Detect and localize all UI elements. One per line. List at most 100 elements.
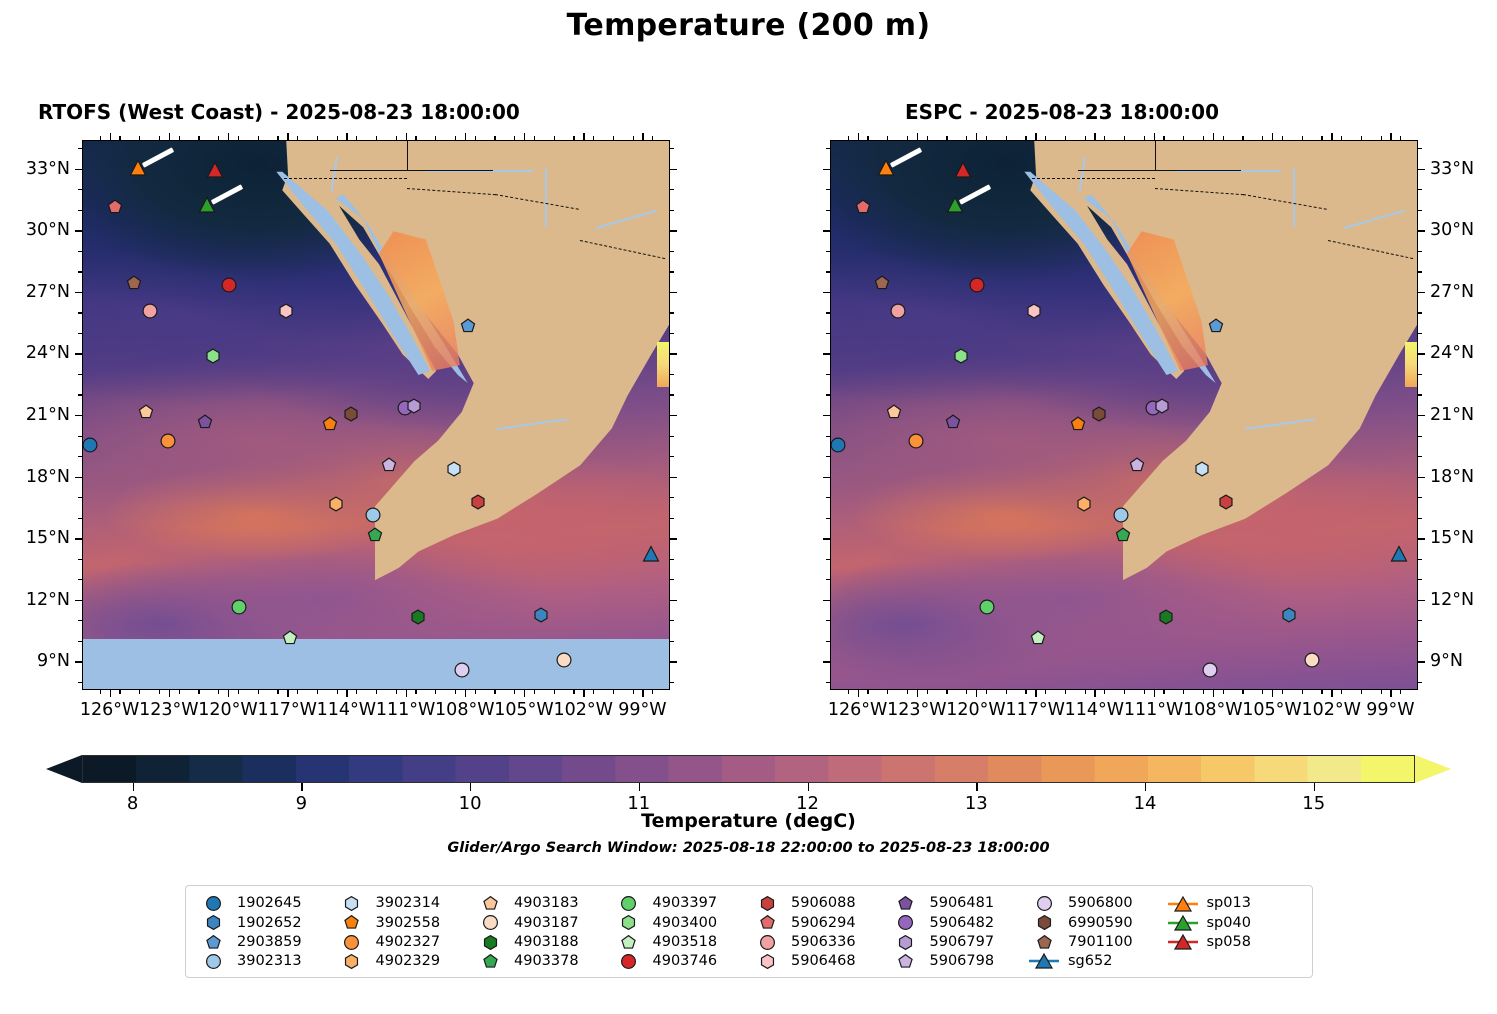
map-panel-rtofs[interactable] [82,140,670,690]
map-marker-1902652[interactable] [1281,607,1296,623]
map-marker-5906468[interactable] [1027,303,1042,319]
map-marker-5906798[interactable] [1129,457,1145,473]
map-marker-7901100[interactable] [127,274,142,290]
map-marker-4902329[interactable] [1076,496,1091,512]
map-marker-1902645[interactable] [831,437,846,453]
map-marker-5906800[interactable] [454,662,470,678]
legend-item-1902652[interactable]: 1902652 [196,913,333,932]
legend-item-4903518[interactable]: 4903518 [612,933,749,952]
map-marker-sp013[interactable] [129,158,147,176]
xtick-minor-right [946,690,948,694]
legend-item-sg652[interactable]: sg652 [1027,952,1164,971]
map-marker-4902327[interactable] [908,433,924,449]
legend-item-5906468[interactable]: 5906468 [750,952,887,971]
map-marker-3902558[interactable] [1070,416,1085,432]
map-marker-4903518[interactable] [1030,629,1046,645]
legend-item-5906088[interactable]: 5906088 [750,894,887,913]
map-marker-4903378[interactable] [367,527,383,543]
map-marker-4903746[interactable] [969,277,985,293]
map-marker-3902314[interactable] [446,461,461,477]
map-marker-1902645[interactable] [83,437,98,453]
map-marker-5906797[interactable] [407,398,422,414]
legend-item-5906797[interactable]: 5906797 [889,933,1026,952]
legend-item-5906294[interactable]: 5906294 [750,913,887,932]
map-marker-5906336[interactable] [890,303,906,319]
map-marker-4902329[interactable] [328,496,343,512]
legend-item-7901100[interactable]: 7901100 [1027,933,1164,952]
map-marker-4903188[interactable] [1159,609,1174,625]
map-marker-4903378[interactable] [1115,527,1131,543]
map-marker-4903188[interactable] [411,609,426,625]
legend-item-sp013[interactable]: sp013 [1166,894,1303,913]
xtick-left-1 [168,690,171,697]
legend-item-4902329[interactable]: 4902329 [335,952,472,971]
xtick-minor-top-right [1104,136,1106,140]
legend-item-5906798[interactable]: 5906798 [889,952,1026,971]
map-marker-4903397[interactable] [979,599,995,615]
legend-item-3902313[interactable]: 3902313 [196,952,333,971]
colorbar[interactable]: 8 9 10 11 12 13 14 15 [46,755,1451,814]
legend-item-4903183[interactable]: 4903183 [473,894,610,913]
map-marker-4903518[interactable] [282,629,298,645]
legend-item-6990590[interactable]: 6990590 [1027,913,1164,932]
map-marker-7901100[interactable] [875,274,890,290]
map-marker-sp058[interactable] [206,160,224,178]
map-marker-4903187[interactable] [1304,652,1320,668]
map-marker-sp040[interactable] [946,195,964,213]
map-marker-6990590[interactable] [1092,406,1107,422]
map-marker-4903183[interactable] [138,404,154,419]
map-marker-sp058[interactable] [954,160,972,178]
map-marker-5906468[interactable] [279,303,294,319]
map-marker-sp013[interactable] [877,158,895,176]
legend-item-4902327[interactable]: 4902327 [335,933,472,952]
legend-item-3902558[interactable]: 3902558 [335,913,472,932]
map-marker-2903859[interactable] [1208,318,1224,333]
map-marker-3902313[interactable] [365,506,381,523]
map-marker-4903183[interactable] [886,404,902,419]
map-marker-3902314[interactable] [1194,461,1209,477]
ytick-minor-right [826,599,830,601]
map-marker-5906294[interactable] [107,199,122,214]
legend-item-5906800[interactable]: 5906800 [1027,894,1164,913]
map-marker-4903746[interactable] [221,277,237,293]
map-marker-5906481[interactable] [946,414,961,430]
map-marker-6990590[interactable] [344,406,359,422]
map-marker-5906797[interactable] [1155,398,1170,414]
legend-item-sp040[interactable]: sp040 [1166,913,1303,932]
map-marker-2903859[interactable] [460,318,476,333]
legend-item-4903746[interactable]: 4903746 [612,952,749,971]
map-marker-5906336[interactable] [142,303,158,319]
legend-item-4903397[interactable]: 4903397 [612,894,749,913]
map-marker-5906088[interactable] [1218,494,1233,510]
map-panel-espc[interactable] [830,140,1418,690]
map-marker-5906088[interactable] [470,494,485,510]
legend-item-5906482[interactable]: 5906482 [889,913,1026,932]
legend-item-5906481[interactable]: 5906481 [889,894,1026,913]
legend-item-4903400[interactable]: 4903400 [612,913,749,932]
legend[interactable]: 1902645 1902652 2903859 3902313 3902314 39025… [185,885,1313,978]
legend-item-4903188[interactable]: 4903188 [473,933,610,952]
map-marker-3902313[interactable] [1113,506,1129,523]
legend-item-sp058[interactable]: sp058 [1166,933,1303,952]
map-marker-4903400[interactable] [206,348,221,365]
map-marker-1902652[interactable] [533,607,548,623]
legend-item-1902645[interactable]: 1902645 [196,894,333,913]
legend-item-2903859[interactable]: 2903859 [196,933,333,952]
legend-item-4903378[interactable]: 4903378 [473,952,610,971]
map-marker-4903397[interactable] [231,599,247,615]
map-marker-4903400[interactable] [954,348,969,365]
legend-item-5906336[interactable]: 5906336 [750,933,887,952]
map-marker-5906798[interactable] [381,457,397,473]
map-marker-5906294[interactable] [855,199,870,214]
colorbar-gradient [82,755,1415,783]
map-marker-5906481[interactable] [198,414,213,430]
legend-item-4903187[interactable]: 4903187 [473,913,610,932]
map-marker-sp040[interactable] [198,195,216,213]
map-marker-5906800[interactable] [1202,662,1218,678]
map-marker-3902558[interactable] [322,416,337,432]
map-marker-4902327[interactable] [160,433,176,449]
legend-item-3902314[interactable]: 3902314 [335,894,472,913]
map-marker-4903187[interactable] [556,652,572,668]
map-marker-sg652[interactable] [1390,544,1408,562]
map-marker-sg652[interactable] [642,544,660,562]
